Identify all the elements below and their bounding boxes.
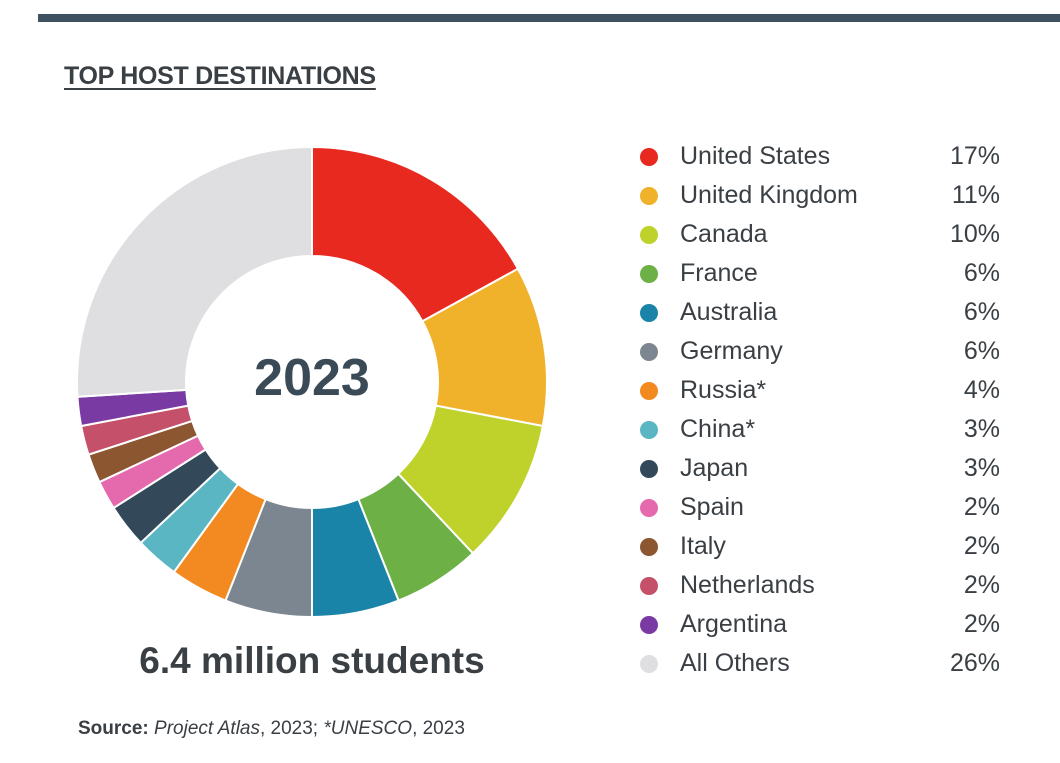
source-project-atlas: Project Atlas [154, 718, 260, 739]
legend-swatch [640, 420, 658, 439]
legend-item-united-states: United States 17% [640, 137, 1000, 176]
legend-label: Netherlands [680, 571, 815, 599]
legend-item-argentina: Argentina 2% [640, 605, 1000, 644]
legend-value: 2% [963, 532, 1000, 560]
source-separator: , 2023; [259, 718, 324, 739]
legend-label: All Others [680, 649, 790, 677]
legend-swatch [640, 537, 658, 556]
legend-label: Spain [680, 493, 744, 521]
legend-value: 6% [963, 259, 1000, 287]
legend-label: Australia [680, 298, 778, 326]
top-rule [38, 14, 1060, 22]
legend-item-france: France 6% [640, 254, 1000, 293]
chart-title: TOP HOST DESTINATIONS [64, 62, 376, 90]
source-label: Source: [78, 718, 149, 739]
legend-label: United States [680, 142, 831, 170]
legend-value: 11% [951, 181, 1000, 209]
legend-value: 4% [963, 376, 1000, 404]
legend-swatch [640, 576, 658, 595]
source-end: , 2023 [412, 718, 465, 739]
legend-swatch [640, 459, 658, 478]
legend-label: United Kingdom [680, 181, 858, 209]
donut-chart [76, 145, 548, 619]
donut-slice-united-states [311, 145, 520, 323]
legend-item-italy: Italy 2% [640, 527, 1000, 566]
legend-value: 3% [963, 415, 1000, 443]
legend-swatch [640, 303, 658, 322]
legend-value: 2% [963, 493, 1000, 521]
source-unesco: *UNESCO [323, 718, 413, 739]
total-students-label: 6.4 million students [139, 640, 485, 681]
legend-swatch [640, 654, 658, 673]
legend-label: China* [680, 415, 756, 443]
legend-item-china: China* 3% [640, 410, 1000, 449]
legend-swatch [640, 147, 658, 166]
legend-item-all-others: All Others 26% [640, 644, 1000, 683]
legend-value: 6% [963, 337, 1000, 365]
legend-swatch [640, 342, 658, 361]
legend-swatch [640, 498, 658, 517]
legend-value: 2% [963, 571, 1000, 599]
legend-item-canada: Canada 10% [640, 215, 1000, 254]
legend-item-russia: Russia* 4% [640, 371, 1000, 410]
legend: United States 17% United Kingdom 11% Canada 1… [640, 137, 1000, 683]
legend-value: 2% [963, 610, 1000, 638]
legend-value: 10% [949, 220, 1000, 248]
legend-swatch [640, 615, 658, 634]
legend-item-australia: Australia 6% [640, 293, 1000, 332]
source-note: Source: Project Atlas, 2023; *UNESCO, 20… [78, 718, 465, 740]
legend-label: Italy [680, 532, 726, 560]
legend-item-spain: Spain 2% [640, 488, 1000, 527]
legend-label: Argentina [680, 610, 788, 638]
legend-item-united-kingdom: United Kingdom 11% [640, 176, 1000, 215]
legend-label: Canada [680, 220, 768, 248]
legend-label: France [680, 259, 758, 287]
legend-value: 3% [963, 454, 1000, 482]
legend-item-germany: Germany 6% [640, 332, 1000, 371]
center-year-label: 2023 [254, 349, 370, 407]
legend-swatch [640, 264, 658, 283]
legend-value: 17% [949, 142, 1000, 170]
legend-label: Germany [680, 337, 783, 365]
legend-item-netherlands: Netherlands 2% [640, 566, 1000, 605]
legend-label: Russia* [680, 376, 767, 404]
legend-swatch [640, 186, 658, 205]
donut-slice-all-others [76, 145, 313, 398]
legend-swatch [640, 225, 658, 244]
legend-value: 6% [963, 298, 1000, 326]
legend-swatch [640, 381, 658, 400]
legend-value: 26% [949, 649, 1000, 677]
legend-label: Japan [680, 454, 749, 482]
legend-item-japan: Japan 3% [640, 449, 1000, 488]
